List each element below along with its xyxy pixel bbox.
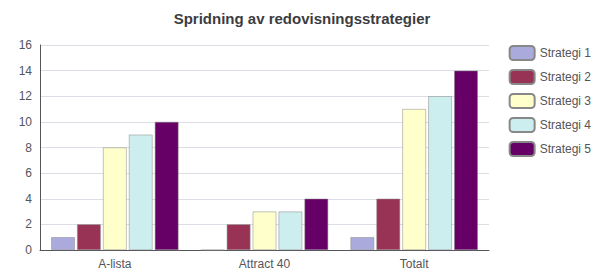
svg-text:Strategi 3: Strategi 3	[540, 94, 592, 108]
svg-text:Strategi 2: Strategi 2	[540, 70, 592, 84]
svg-text:16: 16	[19, 38, 33, 52]
svg-text:Totalt: Totalt	[400, 257, 429, 271]
svg-text:2: 2	[25, 217, 32, 231]
svg-text:10: 10	[19, 115, 33, 129]
svg-text:Strategi 4: Strategi 4	[540, 118, 592, 132]
svg-text:A-lista: A-lista	[98, 257, 132, 271]
svg-text:6: 6	[25, 166, 32, 180]
svg-text:8: 8	[25, 141, 32, 155]
svg-text:4: 4	[25, 192, 32, 206]
svg-text:Spridning av redovisningsstrat: Spridning av redovisningsstrategier	[174, 10, 431, 27]
svg-text:14: 14	[19, 64, 33, 78]
svg-text:Attract 40: Attract 40	[239, 257, 291, 271]
svg-text:12: 12	[19, 89, 33, 103]
svg-text:Strategi 5: Strategi 5	[540, 142, 592, 156]
svg-text:0: 0	[25, 243, 32, 257]
svg-text:Strategi 1: Strategi 1	[540, 46, 592, 60]
